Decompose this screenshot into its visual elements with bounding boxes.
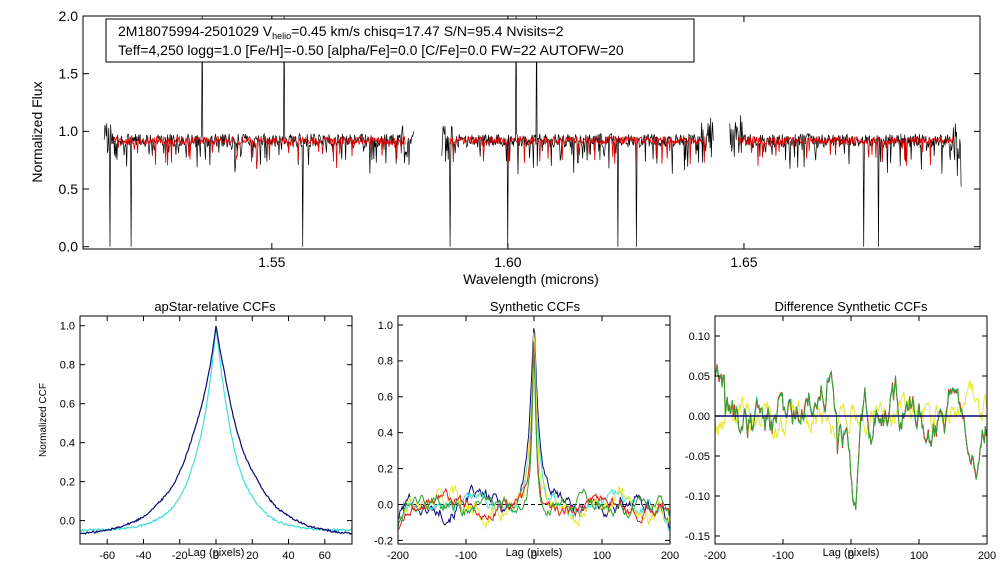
model-spectrum-line bbox=[449, 135, 706, 165]
apstar-ccf-ccf-2-line bbox=[79, 325, 353, 535]
difference-ccf-cyan-line bbox=[714, 366, 987, 509]
difference-ccf-lines bbox=[714, 364, 987, 511]
synthetic-ccf-x-tick-label: -200 bbox=[387, 550, 409, 562]
synthetic-ccf-y-tick-label: 0.4 bbox=[378, 428, 393, 440]
synthetic-ccf-x-tick-label: 100 bbox=[593, 550, 611, 562]
apstar-ccf-y-tick-label: 0.0 bbox=[60, 515, 75, 527]
apstar-ccf-y-tick-label: 0.8 bbox=[60, 360, 75, 372]
observed-spectrum-line bbox=[729, 115, 962, 247]
apstar-ccf-x-tick-label: 20 bbox=[246, 550, 258, 562]
synthetic-ccf-y-tick-label: 0.8 bbox=[378, 356, 393, 368]
synthetic-ccf-ticks: -200 -100 0 100 200 -0.2 0.0 0.2 0.4 0.6 0.8 1.0 bbox=[374, 316, 679, 562]
difference-ccf-plot-frame bbox=[714, 315, 988, 545]
apstar-ccf-y-axis-label: Normalized CCF bbox=[38, 383, 49, 457]
difference-ccf-title: Difference Synthetic CCFs bbox=[775, 299, 928, 314]
spectrum-title-line1: 2M18075994-2501029 Vhelio=0.45 km/s chis… bbox=[118, 23, 564, 41]
difference-ccf-panel: Difference Synthetic CCFs -200 -100 0 100 20… bbox=[685, 299, 996, 562]
apstar-ccf-x-tick-label: 40 bbox=[282, 550, 294, 562]
spectrum-ticks: 1.55 1.60 1.65 0.0 0.5 1.0 1.5 2.0 bbox=[59, 8, 980, 270]
difference-ccf-y-tick-label: 0.05 bbox=[689, 371, 710, 383]
difference-ccf-y-tick-label: -0.05 bbox=[685, 451, 710, 463]
difference-ccf-x-axis-label: Lag (pixels) bbox=[823, 547, 880, 559]
difference-ccf-x-tick-label: 200 bbox=[978, 550, 996, 562]
synthetic-ccf-navy-line bbox=[397, 328, 670, 529]
spectrum-plot-frame bbox=[82, 15, 981, 250]
difference-ccf-x-tick-label: 100 bbox=[910, 550, 928, 562]
spectrum-x-tick-label: 1.55 bbox=[258, 254, 285, 270]
synthetic-ccf-title: Synthetic CCFs bbox=[490, 299, 581, 314]
apstar-ccf-x-axis-label: Lag (pixels) bbox=[188, 547, 245, 559]
spectrum-y-tick-label: 0.0 bbox=[59, 239, 79, 255]
synthetic-ccf-y-tick-label: 1.0 bbox=[378, 320, 393, 332]
apstar-ccf-x-tick-label: 60 bbox=[319, 550, 331, 562]
apstar-ccf-y-tick-label: 0.6 bbox=[60, 399, 75, 411]
synthetic-ccf-y-tick-label: 0.6 bbox=[378, 392, 393, 404]
synthetic-ccf-lines bbox=[397, 328, 670, 532]
apstar-ccf-y-tick-label: 0.4 bbox=[60, 438, 75, 450]
difference-ccf-ticks: -200 -100 0 100 200 -0.15 -0.10 -0.05 0.00 0.05 0.… bbox=[685, 316, 996, 562]
difference-ccf-x-tick-label: -200 bbox=[704, 550, 726, 562]
spectrum-y-tick-label: 0.5 bbox=[59, 181, 79, 197]
synthetic-ccf-panel: Synthetic CCFs -200 -100 0 100 200 -0.2 0.0 0.2… bbox=[374, 299, 679, 562]
apstar-ccf-title: apStar-relative CCFs bbox=[154, 299, 276, 314]
apstar-ccf-x-tick-label: 0 bbox=[213, 550, 219, 562]
synthetic-ccf-x-tick-label: 200 bbox=[661, 550, 679, 562]
apstar-ccf-plot-frame bbox=[79, 315, 353, 545]
difference-ccf-y-tick-label: -0.10 bbox=[685, 491, 710, 503]
apstar-ccf-y-tick-label: 1.0 bbox=[60, 321, 75, 333]
spectrum-x-tick-label: 1.65 bbox=[730, 254, 757, 270]
difference-ccf-x-tick-label: -100 bbox=[772, 550, 794, 562]
synthetic-ccf-yellow-line bbox=[397, 332, 670, 530]
apstar-ccf-y-tick-label: 0.2 bbox=[60, 476, 75, 488]
synthetic-ccf-red-line bbox=[397, 341, 670, 530]
spectrum-y-axis-label: Normalized Flux bbox=[29, 81, 45, 182]
difference-ccf-x-tick-label: 0 bbox=[848, 550, 854, 562]
spectrum-title-line2: Teff=4,250 logg=1.0 [Fe/H]=-0.50 [alpha/… bbox=[118, 42, 624, 58]
difference-ccf-y-tick-label: -0.15 bbox=[685, 531, 710, 543]
apstar-ccf-lines bbox=[79, 325, 353, 535]
apstar-ccf-ccf-1-line bbox=[79, 326, 353, 533]
difference-ccf-green-line bbox=[714, 366, 987, 511]
synthetic-ccf-y-tick-label: -0.2 bbox=[374, 535, 393, 547]
apstar-ccf-x-tick-label: -20 bbox=[172, 550, 188, 562]
apstar-ccf-x-tick-label: -40 bbox=[136, 550, 152, 562]
difference-ccf-red-line bbox=[714, 364, 987, 507]
model-spectrum-line bbox=[112, 135, 406, 170]
model-spectrum-line bbox=[737, 135, 954, 166]
spectrum-panel: 1.55 1.60 1.65 0.0 0.5 1.0 1.5 2.0 2M18075994-2… bbox=[29, 8, 981, 287]
difference-ccf-y-tick-label: 0.10 bbox=[689, 331, 710, 343]
apstar-ccf-x-tick-label: -60 bbox=[99, 550, 115, 562]
synthetic-ccf-y-tick-label: 0.2 bbox=[378, 463, 393, 475]
synthetic-ccf-green-line bbox=[397, 351, 670, 528]
spectrum-y-tick-label: 2.0 bbox=[59, 8, 79, 24]
spectrum-x-tick-label: 1.60 bbox=[494, 254, 521, 270]
synthetic-ccf-x-tick-label: -100 bbox=[455, 550, 477, 562]
spectrum-y-tick-label: 1.5 bbox=[59, 66, 79, 82]
spectrum-x-axis-label: Wavelength (microns) bbox=[463, 271, 599, 287]
synthetic-ccf-y-tick-label: 0.0 bbox=[378, 499, 393, 511]
synthetic-ccf-x-tick-label: 0 bbox=[531, 550, 537, 562]
apstar-ccf-panel: apStar-relative CCFs -60 -40 -20 0 20 40 60 0.0… bbox=[38, 299, 353, 562]
difference-ccf-y-tick-label: 0.00 bbox=[689, 411, 710, 423]
apstar-ccf-ticks: -60 -40 -20 0 20 40 60 0.0 0.2 0.4 0.6 0.8 1.0 bbox=[60, 316, 352, 562]
spectrum-lines bbox=[103, 15, 962, 247]
spectrum-y-tick-label: 1.0 bbox=[59, 123, 79, 139]
synthetic-ccf-x-axis-label: Lag (pixels) bbox=[506, 547, 563, 559]
spectrum-info-box bbox=[105, 18, 695, 63]
